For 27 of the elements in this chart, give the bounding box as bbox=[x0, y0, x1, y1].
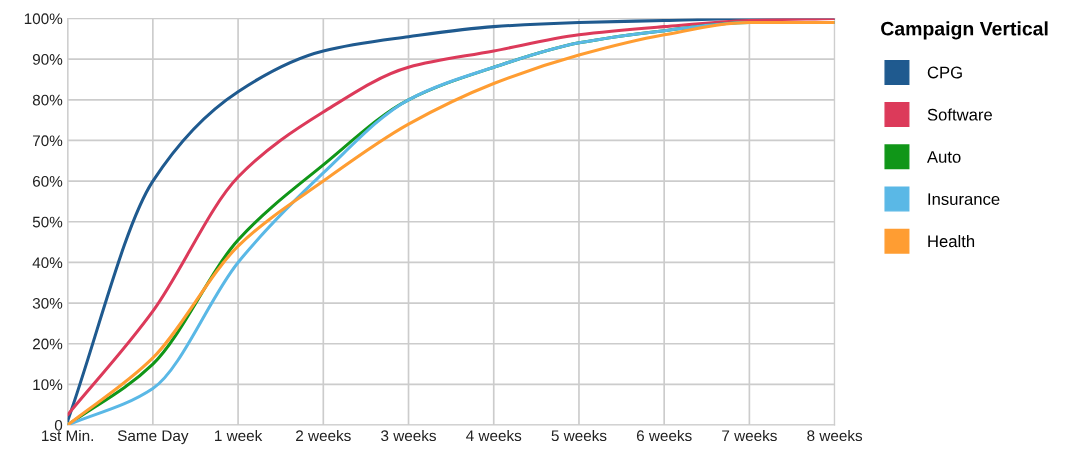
x-tick-label: 1 week bbox=[215, 429, 263, 442]
y-tick-label: 80% bbox=[32, 94, 63, 106]
y-tick-label: 90% bbox=[32, 54, 63, 65]
y-tick-label: 30% bbox=[32, 297, 63, 309]
x-tick-label: 5 weeks bbox=[551, 429, 607, 442]
legend-label: Software bbox=[927, 108, 992, 121]
x-tick-label: 4 weeks bbox=[466, 429, 522, 442]
x-tick-label: 8 weeks bbox=[807, 429, 863, 442]
x-tick-label: 1st Min. bbox=[42, 429, 93, 442]
x-tick-label: Same Day bbox=[117, 430, 189, 445]
y-tick-label: 70% bbox=[32, 135, 63, 147]
y-tick-label: 20% bbox=[32, 338, 63, 350]
y-tick-label: 50% bbox=[32, 216, 63, 228]
y-tick-label: 100% bbox=[24, 13, 63, 25]
x-tick-label: 6 weeks bbox=[636, 429, 692, 442]
y-tick-label: 10% bbox=[33, 379, 63, 391]
x-tick-label: 3 weeks bbox=[381, 429, 436, 442]
legend-label: CPG bbox=[927, 66, 962, 79]
legend-label: Auto bbox=[926, 151, 961, 163]
x-tick-label: 7 weeks bbox=[722, 429, 777, 442]
y-tick-label: 0 bbox=[54, 419, 63, 431]
y-tick-label: 60% bbox=[32, 175, 63, 187]
legend-label: Insurance bbox=[928, 193, 1000, 206]
legend-title: Campaign Vertical bbox=[881, 21, 1048, 40]
legend-label: Health bbox=[928, 234, 975, 248]
y-tick-label: 40% bbox=[32, 257, 63, 269]
x-tick-label: 2 weeks bbox=[296, 429, 351, 442]
